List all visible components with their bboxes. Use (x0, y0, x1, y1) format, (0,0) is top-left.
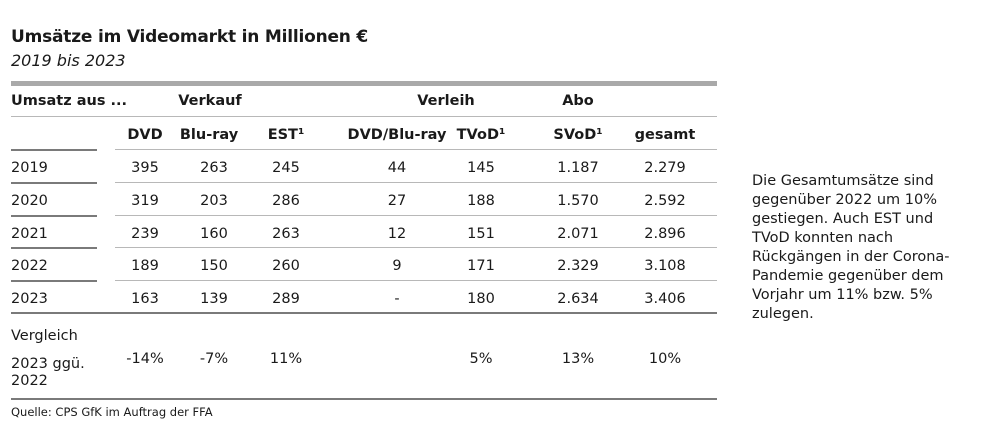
row-year: 2023 (11, 291, 48, 307)
table-cell: 12 (387, 226, 407, 242)
row-divider-left (11, 182, 97, 184)
table-cell: 2.071 (557, 226, 599, 242)
table-cell: 2.279 (644, 160, 686, 176)
table-cell: 44 (387, 160, 407, 176)
table-cell: 9 (392, 258, 402, 274)
table-cell: 289 (272, 291, 300, 307)
col-header-dvd-bluray: DVD/Blu-ray (347, 127, 447, 143)
table-cell: 3.108 (644, 258, 686, 274)
col-header-tvod: TVoD¹ (456, 127, 506, 143)
table-cell: 1.187 (557, 160, 599, 176)
row-divider-right (115, 247, 717, 248)
source-note: Quelle: CPS GfK im Auftrag der FFA (11, 405, 213, 419)
table-cell: 2.592 (644, 193, 686, 209)
table-cell: 188 (467, 193, 495, 209)
table-cell: 245 (272, 160, 300, 176)
row-divider-right (115, 182, 717, 183)
table-cell: 151 (467, 226, 495, 242)
table-cell: 286 (272, 193, 300, 209)
table-cell: - (394, 291, 400, 307)
comparison-cell: -7% (199, 351, 229, 367)
chart-title: Umsätze im Videomarkt in Millionen € (11, 27, 369, 47)
table-cell: 203 (200, 193, 228, 209)
table-cell: 3.406 (644, 291, 686, 307)
row-divider-right (115, 280, 717, 281)
table-cell: 2.896 (644, 226, 686, 242)
header-divider-right (115, 149, 717, 150)
row-year: 2019 (11, 160, 48, 176)
comparison-cell: 10% (648, 351, 682, 367)
col-header-svod: SVoD¹ (553, 127, 603, 143)
header-verkauf: Verkauf (178, 93, 242, 109)
table-cell: 263 (272, 226, 300, 242)
table-cell: 171 (467, 258, 495, 274)
table-cell: 139 (200, 291, 228, 307)
top-rule (11, 81, 717, 86)
header-abo: Abo (562, 93, 594, 109)
row-divider-left (11, 215, 97, 217)
row-divider-left (11, 247, 97, 249)
header-umsatz-aus: Umsatz aus ... (11, 93, 128, 109)
comparison-label: 2022 (11, 373, 48, 389)
table-cell: 395 (131, 160, 159, 176)
table-cell: 160 (200, 226, 228, 242)
table-cell: 27 (387, 193, 407, 209)
table-cell: 319 (131, 193, 159, 209)
comparison-cell: 13% (561, 351, 595, 367)
comparison-cell: 11% (269, 351, 303, 367)
chart-subtitle: 2019 bis 2023 (11, 51, 126, 70)
table-cell: 260 (272, 258, 300, 274)
table-cell: 180 (467, 291, 495, 307)
table-cell: 2.634 (557, 291, 599, 307)
header-divider-full (11, 116, 717, 117)
comparison-label: Vergleich (11, 328, 78, 344)
bottom-rule (11, 398, 717, 400)
comparison-label: 2023 ggü. (11, 356, 85, 372)
col-header-bluray: Blu-ray (179, 127, 239, 143)
table-cell: 189 (131, 258, 159, 274)
row-year: 2022 (11, 258, 48, 274)
table-cell: 1.570 (557, 193, 599, 209)
table-cell: 145 (467, 160, 495, 176)
row-year: 2021 (11, 226, 48, 242)
table-cell: 263 (200, 160, 228, 176)
row-divider-left (11, 280, 97, 282)
header-verleih: Verleih (417, 93, 475, 109)
comparison-divider (11, 312, 717, 314)
header-divider-left (11, 149, 97, 151)
row-divider-right (115, 215, 717, 216)
table-cell: 2.329 (557, 258, 599, 274)
row-year: 2020 (11, 193, 48, 209)
table-cell: 163 (131, 291, 159, 307)
table-cell: 150 (200, 258, 228, 274)
table-cell: 239 (131, 226, 159, 242)
col-header-gesamt: gesamt (634, 127, 696, 143)
col-header-est: EST¹ (267, 127, 305, 143)
col-header-dvd: DVD (127, 127, 163, 143)
side-note: Die Gesamtumsätze sind gegenüber 2022 um… (752, 173, 950, 322)
comparison-cell: 5% (469, 351, 493, 367)
comparison-cell: -14% (126, 351, 164, 367)
